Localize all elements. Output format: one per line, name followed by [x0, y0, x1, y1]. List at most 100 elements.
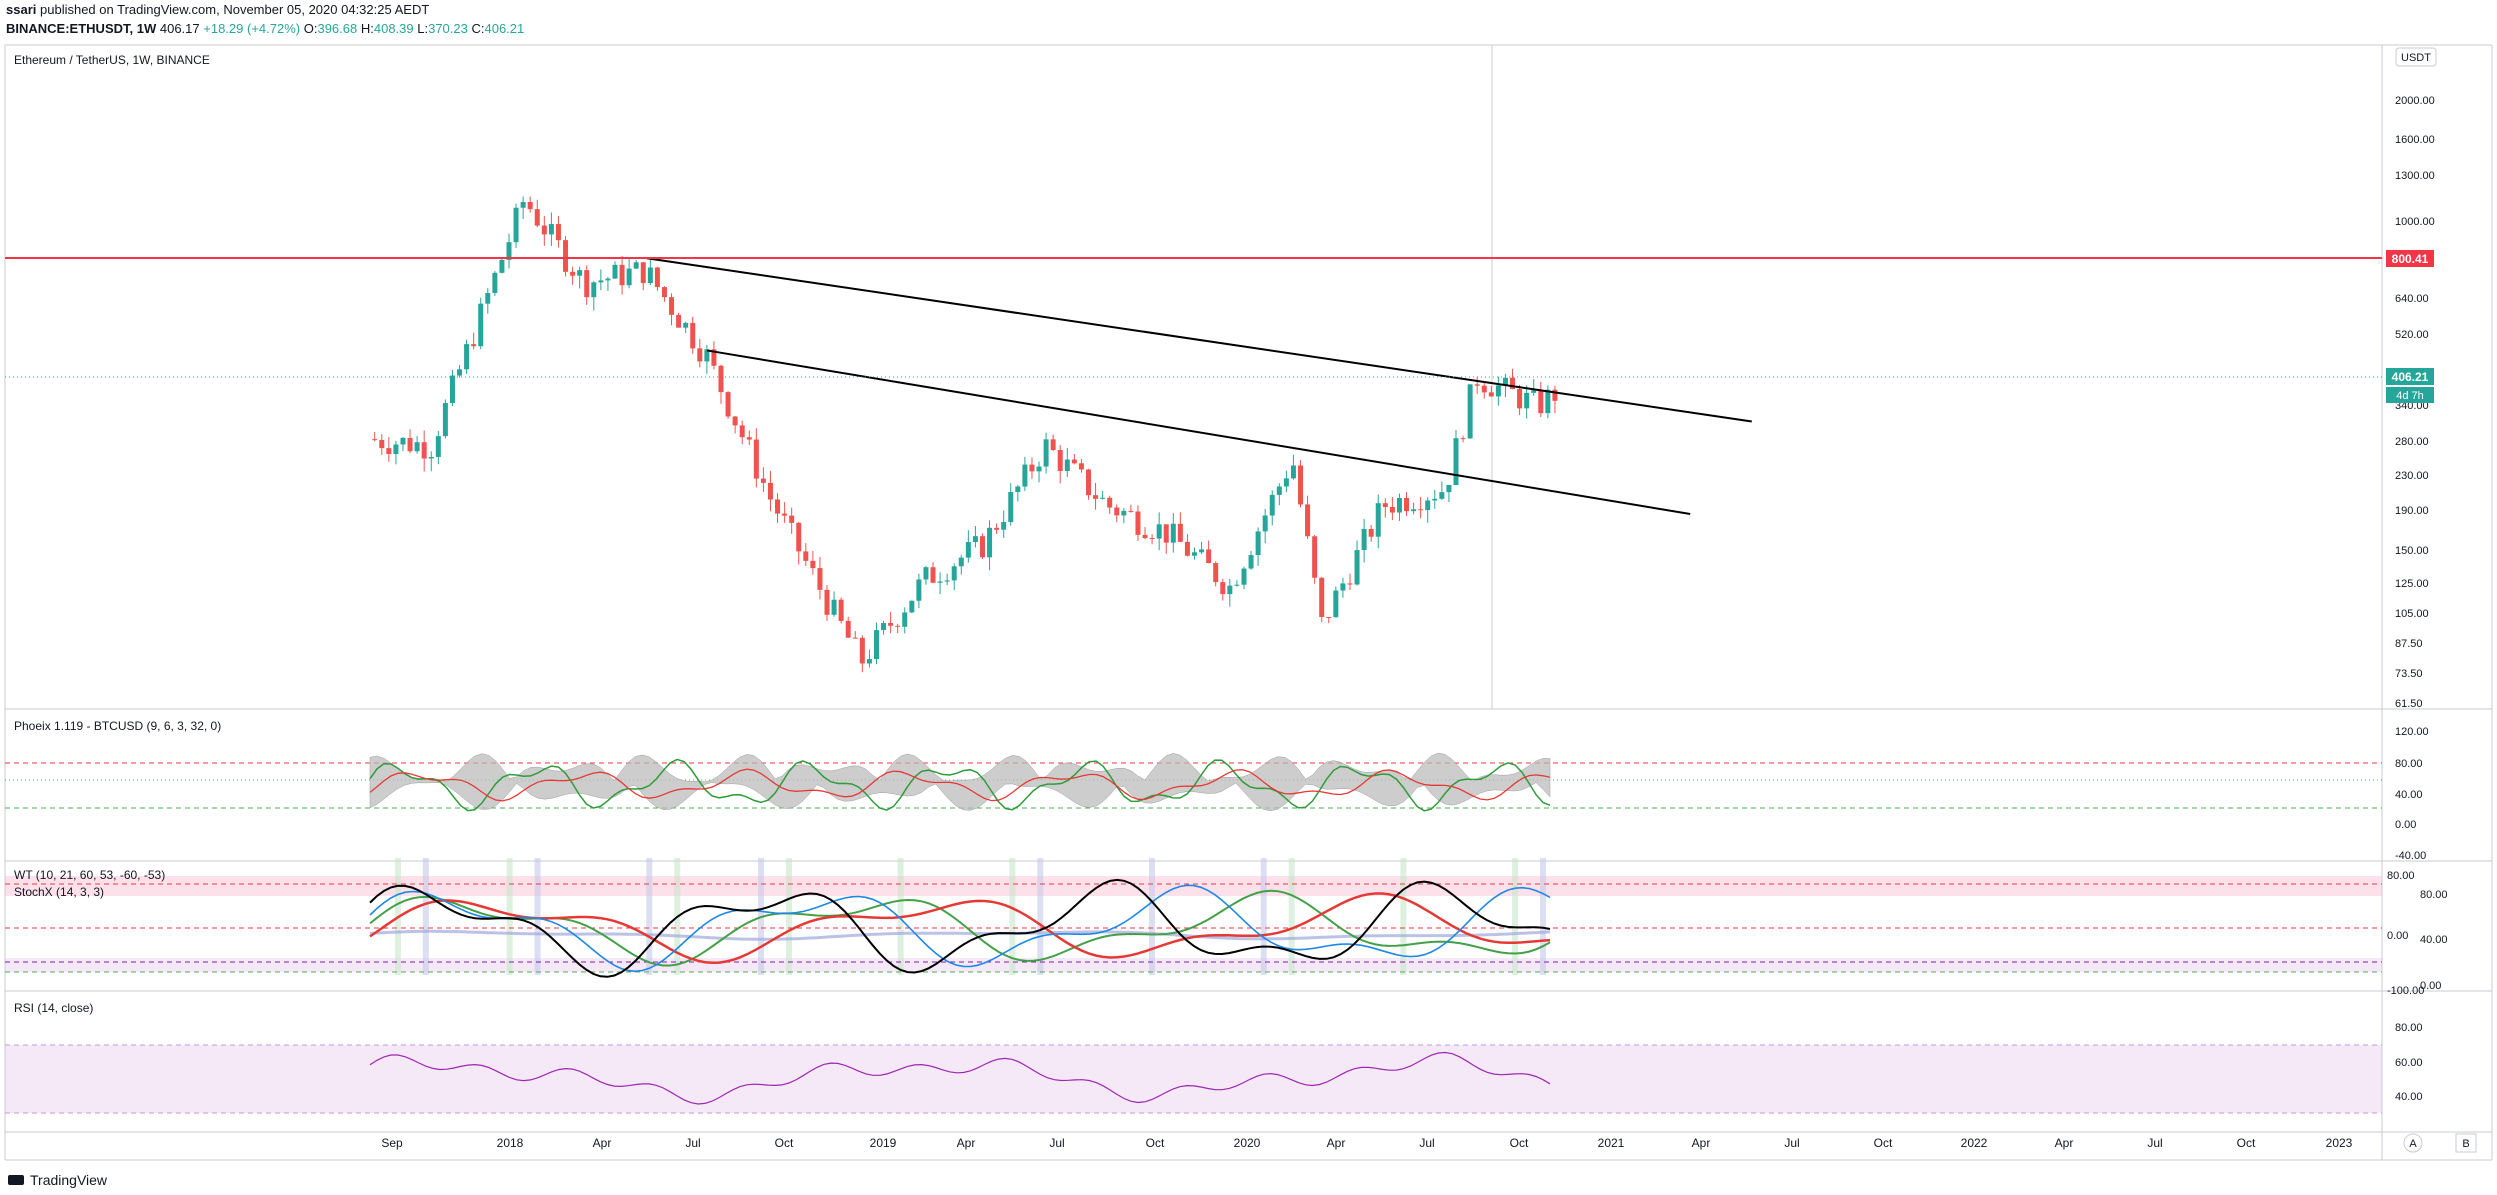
candle-body	[654, 267, 660, 288]
time-axis-label: Jul	[2147, 1136, 2162, 1150]
time-axis-label: Oct	[2237, 1136, 2256, 1150]
candle-body	[591, 282, 597, 298]
candle-body	[421, 442, 427, 459]
phoeix-pane[interactable]: Phoeix 1.119 - BTCUSD (9, 6, 3, 32, 0) 1…	[5, 719, 2429, 862]
candle-body	[577, 270, 583, 276]
candle-body	[1347, 583, 1353, 585]
trendline[interactable]	[706, 349, 1691, 516]
candle-body	[506, 242, 512, 260]
low-label: L:	[417, 21, 429, 36]
time-axis-label: 2023	[2326, 1136, 2353, 1150]
wt-signal-bar	[1260, 858, 1267, 975]
candle-body	[485, 292, 491, 304]
candle-body	[1439, 492, 1445, 499]
author-name[interactable]: ssari	[6, 2, 37, 17]
candle-body	[478, 303, 484, 347]
wt-axis-right-tick: 80.00	[2420, 889, 2448, 901]
candle-body	[1510, 377, 1516, 389]
time-axis[interactable]: Sep 2018 Apr Jul Oct 2019 Apr Jul Oct 2020 Apr Jul O…	[381, 1136, 2352, 1150]
candle-body	[633, 262, 639, 269]
candle-body	[1290, 465, 1296, 479]
candle-body	[1022, 464, 1028, 487]
candle-body	[626, 268, 632, 286]
footer-brand-text: TradingView	[30, 1172, 108, 1188]
candle-body	[435, 436, 441, 457]
phoeix-axis[interactable]: 120.00 80.00 40.00 0.00 -40.00	[2395, 726, 2429, 862]
auto-scale-button[interactable]: A	[2403, 1133, 2423, 1153]
stoch-legend: StochX (14, 3, 3)	[14, 885, 104, 899]
price-axis-tick: 87.50	[2395, 638, 2423, 650]
wt-signal-bar	[1009, 858, 1016, 975]
candle-body	[1517, 388, 1523, 409]
candle-body	[1545, 389, 1551, 414]
price-axis-tick: 230.00	[2395, 470, 2429, 482]
candle-body	[1375, 503, 1381, 537]
last-price: 406.17	[159, 21, 200, 36]
wt-signal-bar	[422, 858, 429, 975]
candle-body	[1425, 500, 1431, 511]
candle-body	[789, 515, 795, 523]
candle-body	[1128, 510, 1134, 512]
candle-body	[718, 365, 724, 393]
phoeix-legend: Phoeix 1.119 - BTCUSD (9, 6, 3, 32, 0)	[14, 719, 221, 733]
price-change: +18.29 (+4.72%)	[203, 21, 301, 36]
currency-badge[interactable]: USDT	[2395, 47, 2437, 67]
candle-body	[916, 579, 922, 601]
candle-body	[1156, 524, 1162, 539]
rsi-axis-tick: 60.00	[2395, 1057, 2423, 1069]
ohlc-info: BINANCE:ETHUSDT, 1W 406.17 +18.29 (+4.72…	[6, 21, 524, 36]
price-axis-tick: 520.00	[2395, 329, 2429, 341]
candle-body	[1298, 465, 1304, 505]
candle-body	[1319, 577, 1325, 617]
candle-body	[1326, 616, 1332, 618]
main-pane[interactable]: Ethereum / TetherUS, 1W, BINANCE 2000.00…	[5, 47, 2437, 710]
phoeix-axis-tick: 80.00	[2395, 758, 2423, 770]
wt-pane[interactable]: WT (10, 21, 60, 53, -60, -53) StochX (14…	[5, 858, 2448, 997]
wt-signal-bar	[1288, 858, 1295, 975]
open-label: O:	[303, 21, 318, 36]
candle-body	[541, 225, 547, 235]
candle-body	[647, 267, 653, 284]
candle-body	[753, 439, 759, 479]
trendlines-group[interactable]	[645, 257, 1752, 516]
time-axis-label: Apr	[2055, 1136, 2074, 1150]
currency-badge-text: USDT	[2401, 52, 2431, 64]
candle-body	[775, 499, 781, 514]
symbol-label: BINANCE:ETHUSDT, 1W	[6, 21, 157, 36]
b-button[interactable]: B	[2455, 1133, 2477, 1153]
candle-body	[442, 403, 448, 437]
candle-body	[1411, 509, 1417, 512]
candle-body	[449, 375, 455, 404]
footer-brand[interactable]: TradingView	[8, 1172, 107, 1188]
candle-body	[400, 437, 406, 445]
candle-body	[386, 448, 392, 454]
candle-body	[499, 259, 505, 273]
candle-body	[1502, 377, 1508, 386]
candle-body	[1057, 449, 1063, 471]
candle-body	[1446, 485, 1452, 493]
candle-body	[1305, 504, 1311, 537]
candle-body	[873, 630, 879, 660]
trendline[interactable]	[645, 257, 1752, 423]
high-label: H:	[360, 21, 374, 36]
candle-body	[407, 437, 413, 452]
last-price-text: 406.21	[2392, 370, 2429, 384]
candle-body	[704, 349, 710, 362]
candle-body	[1255, 531, 1261, 556]
chart-svg[interactable]: Ethereum / TetherUS, 1W, BINANCE 2000.00…	[0, 0, 2497, 1165]
candle-body	[1396, 497, 1402, 513]
rsi-pane[interactable]: RSI (14, close) 80.00 60.00 40.00	[5, 1001, 2423, 1114]
candle-body	[1389, 507, 1395, 513]
wt-signal-bar	[1400, 858, 1407, 975]
candle-body	[1177, 523, 1183, 542]
rsi-axis[interactable]: 80.00 60.00 40.00	[2395, 1022, 2423, 1103]
candle-body	[690, 322, 696, 349]
candle-body	[527, 202, 533, 210]
candle-body	[859, 637, 865, 664]
candle-body	[1199, 549, 1205, 553]
candle-body	[1015, 486, 1021, 492]
candle-body	[1488, 392, 1494, 397]
candle-body	[1121, 510, 1127, 516]
phoeix-slow-line	[369, 768, 1551, 802]
